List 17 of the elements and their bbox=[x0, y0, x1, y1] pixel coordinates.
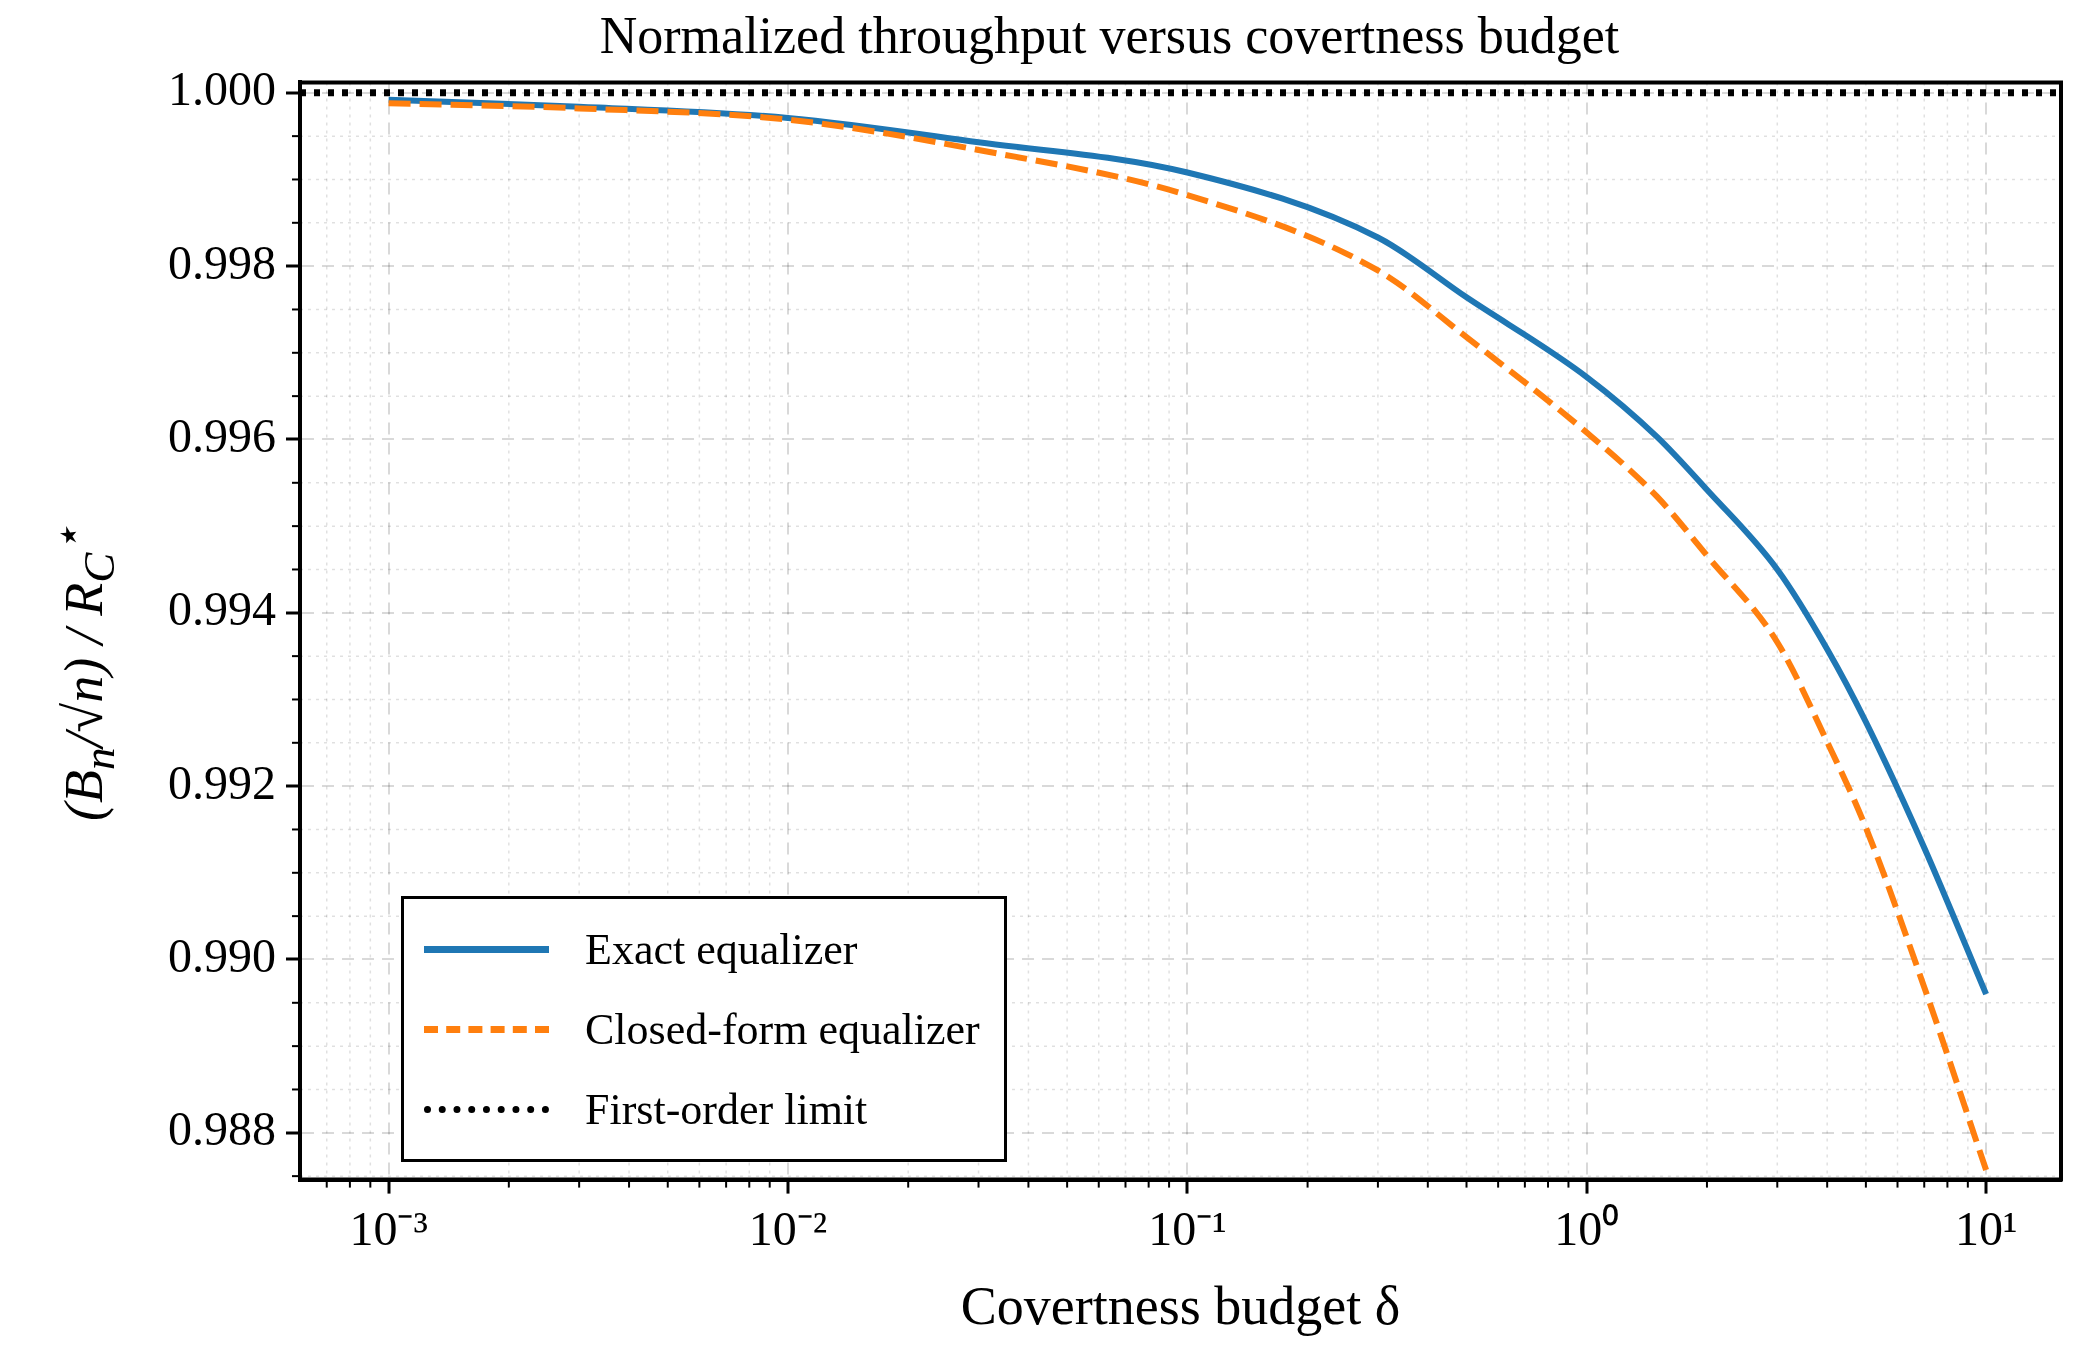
y-tick-label: 0.988 bbox=[168, 1102, 276, 1156]
legend-label: Closed-form equalizer bbox=[585, 1003, 980, 1055]
x-tick-label: 10⁰ bbox=[1554, 1202, 1620, 1256]
x-tick-label: 10¹ bbox=[1954, 1202, 2018, 1256]
y-tick-label: 0.998 bbox=[168, 235, 276, 289]
y-tick-label: 0.992 bbox=[168, 755, 276, 809]
x-tick-label: 10⁻³ bbox=[349, 1202, 428, 1256]
x-axis-title: Covertness budget δ bbox=[960, 1275, 1401, 1336]
y-tick-label: 0.994 bbox=[168, 582, 276, 636]
x-tick-label: 10⁻¹ bbox=[1148, 1202, 1227, 1256]
y-tick-label: 0.996 bbox=[168, 409, 276, 463]
chart-title: Normalized throughput versus covertness budget bbox=[599, 6, 1620, 64]
y-tick-label: 0.990 bbox=[168, 929, 276, 983]
legend-label: First-order limit bbox=[585, 1083, 868, 1135]
x-tick-label: 10⁻² bbox=[748, 1202, 828, 1256]
y-tick-label: 1.000 bbox=[168, 62, 276, 116]
legend-label: Exact equalizer bbox=[585, 923, 858, 975]
